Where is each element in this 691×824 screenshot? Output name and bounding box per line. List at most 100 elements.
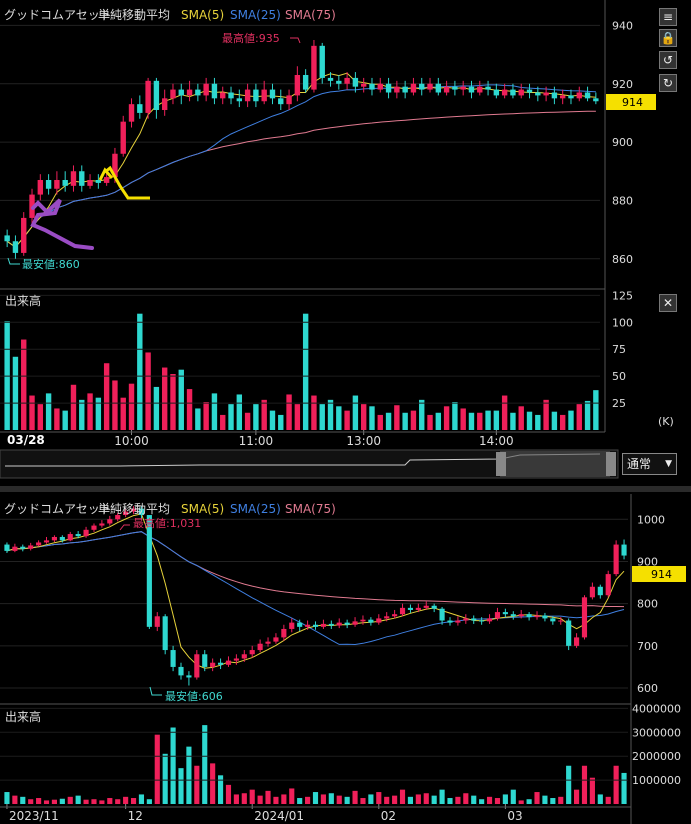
volume-bar	[112, 380, 118, 430]
candle-body	[518, 89, 524, 96]
candle-body	[550, 618, 556, 622]
sma25-legend: SMA(25)	[230, 502, 281, 516]
daily-chart-panel[interactable]: 600 700 800 900 1000 1000000 2000000 3000000 40…	[0, 494, 691, 824]
candle-body	[336, 622, 342, 626]
volume-bar	[510, 789, 516, 804]
x-tick-label: 2024/01	[254, 809, 304, 823]
candle-body	[605, 574, 611, 596]
volume-bar	[344, 796, 350, 804]
candle-body	[217, 662, 224, 665]
candle-body	[195, 89, 201, 96]
volume-bar	[107, 798, 113, 804]
volume-bar	[368, 794, 374, 804]
navigator-left-handle[interactable]	[496, 452, 506, 476]
volume-bar	[559, 414, 566, 430]
high-label: 最高値:935	[222, 31, 280, 45]
candle-body	[415, 607, 421, 610]
sma5-line	[6, 513, 625, 669]
volume-bar	[550, 798, 556, 804]
candle-body	[138, 508, 145, 516]
volume-bar	[138, 794, 145, 804]
date-label: 03/28	[7, 433, 45, 447]
candle-body	[45, 180, 52, 189]
close-volume-icon[interactable]: ✕	[659, 294, 677, 312]
volume-bar	[311, 395, 317, 430]
navigator-right-handle[interactable]	[606, 452, 616, 476]
candle-body	[559, 95, 566, 99]
volume-bar	[257, 795, 263, 804]
volume-bar	[394, 405, 400, 430]
candle-body	[178, 666, 184, 676]
volume-bar	[289, 788, 295, 804]
collapse-icon[interactable]: ≡	[659, 8, 677, 26]
low-pointer	[7, 257, 20, 265]
intraday-chart-panel[interactable]: 860 880 900 920 940 25 50 75 100 125 10:00 11:00 1…	[0, 0, 691, 484]
navigator-window[interactable]	[500, 451, 610, 477]
undo-icon[interactable]: ↺	[659, 51, 677, 69]
candle-body	[51, 536, 57, 541]
lock-icon[interactable]: 🔒	[659, 29, 677, 47]
volume-bar	[51, 799, 57, 804]
volume-bar	[161, 367, 168, 430]
candle-body	[70, 171, 77, 186]
volume-bar	[455, 796, 461, 804]
volume-bar	[621, 772, 627, 804]
candle-body	[37, 180, 44, 195]
candle-body	[178, 89, 184, 96]
candle-body	[261, 89, 267, 102]
price-grid	[0, 518, 628, 689]
volume-bar	[344, 410, 350, 430]
volume-bar	[593, 390, 599, 430]
candle-body	[568, 95, 574, 99]
volume-bar	[115, 799, 121, 804]
volume-bar	[162, 753, 168, 804]
chevron-down-icon: ▼	[665, 459, 672, 469]
volume-bar	[402, 412, 408, 430]
volume-bar	[20, 796, 26, 804]
candle-body	[485, 86, 491, 90]
candle-body	[385, 83, 392, 93]
volume-tick-label: 50	[612, 370, 626, 383]
candle-body	[407, 607, 414, 610]
candle-body	[501, 89, 508, 96]
candle-body	[137, 104, 143, 113]
volume-bar	[399, 789, 406, 804]
candle-body	[162, 616, 168, 651]
volume-bar	[526, 411, 533, 430]
high-label: 最高値:1,031	[133, 516, 201, 530]
candle-body	[535, 92, 541, 96]
volume-bar	[419, 399, 425, 430]
current-price-badge	[606, 94, 656, 110]
yellow-arrow-stroke	[104, 165, 150, 200]
current-price-text: 914	[622, 96, 643, 109]
volume-bar	[278, 414, 284, 430]
date-axis: 2023/11 12 2024/01 02 03	[6, 804, 523, 823]
redo-icon[interactable]: ↻	[659, 74, 677, 92]
candle-body	[589, 586, 595, 598]
candle-body	[161, 98, 168, 110]
volume-bar	[312, 792, 319, 804]
candle-body	[203, 83, 209, 96]
candle-body	[327, 77, 334, 81]
volume-bar	[269, 410, 276, 430]
candle-body	[526, 614, 532, 618]
candle-body	[566, 620, 572, 646]
display-mode-select[interactable]: 通常 ▼	[622, 453, 677, 475]
candle-body	[518, 614, 524, 617]
candle-body	[210, 662, 216, 667]
candle-body	[574, 637, 580, 646]
volume-bar	[43, 800, 50, 804]
candle-body	[376, 618, 382, 623]
price-tick-label: 880	[612, 194, 633, 207]
price-tick-label: 600	[637, 682, 658, 695]
volume-bar	[427, 414, 433, 430]
candle-body	[319, 45, 325, 78]
volume-bar	[236, 394, 243, 430]
ma75-polyline	[6, 110, 596, 248]
candle-body	[186, 89, 193, 96]
volume-bar	[502, 794, 508, 804]
price-tick-label: 1000	[637, 513, 665, 526]
daily-chart-svg[interactable]: 600 700 800 900 1000 1000000 2000000 3000000 40…	[0, 494, 691, 824]
candle-body	[543, 92, 549, 96]
